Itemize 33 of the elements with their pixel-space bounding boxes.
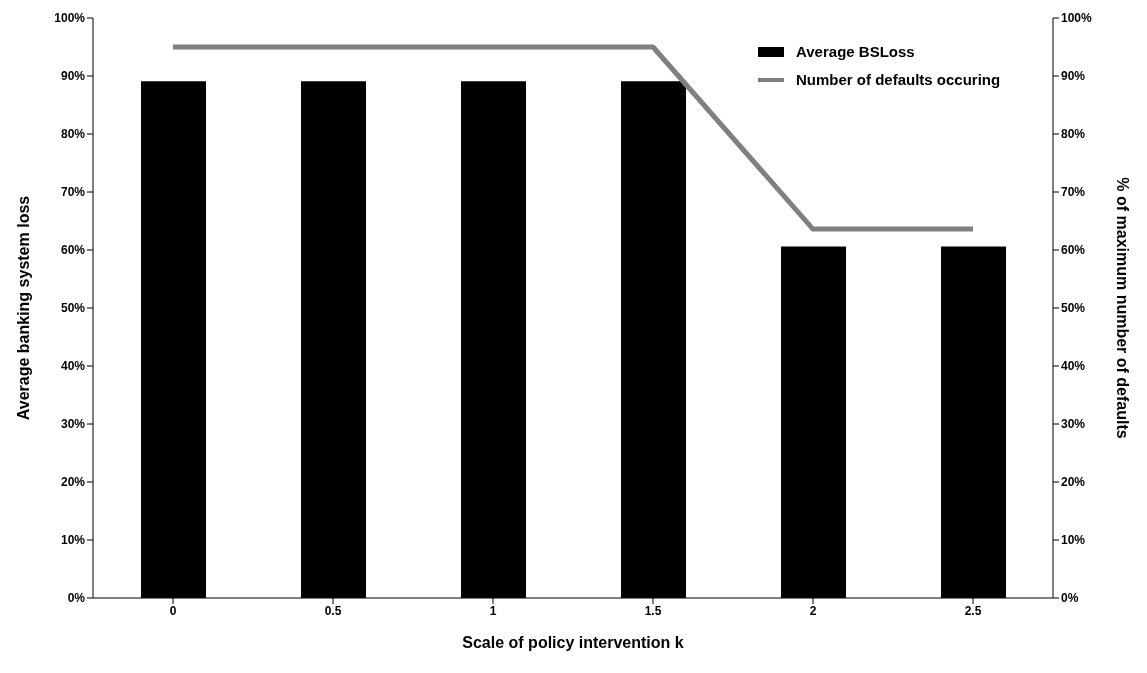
y2-tick-label: 50% [1061,301,1086,316]
y2-tick-label: 10% [1061,533,1086,548]
y2-tick-label: 80% [1061,127,1086,142]
legend-label: Number of defaults occuring [796,70,1001,90]
x-tick-label: 0.5 [324,603,342,618]
x-axis-title: Scale of policy intervention k [462,634,684,651]
x-tick-label: 0 [169,603,177,618]
y2-tick-label: 70% [1061,185,1086,200]
legend-label: Average BSLoss [796,42,915,62]
y-tick-label: 100% [54,11,86,26]
y-tick-label: 0% [67,591,86,606]
x-tick-label: 1 [489,603,497,618]
y-tick-label: 20% [60,475,86,490]
y2-tick-label: 20% [1061,475,1086,490]
y-tick-label: 30% [60,417,86,432]
x-tick-label: 1.5 [644,603,662,618]
y-tick-label: 50% [60,301,86,316]
y-tick-label: 90% [60,69,86,84]
y-axis-title: Average banking system loss [14,195,32,421]
y2-tick-label: 40% [1061,359,1086,374]
y2-tick-label: 30% [1061,417,1086,432]
y2-tick-label: 60% [1061,243,1086,258]
y2-tick-label: 100% [1061,11,1093,26]
y-tick-label: 70% [60,185,86,200]
x-tick-label: 2 [809,603,817,618]
x-tick-label: 2.5 [964,603,982,618]
y-tick-label: 60% [60,243,86,258]
y2-axis-title: % of maximum number of defaults [1114,177,1132,439]
y2-tick-label: 90% [1061,69,1086,84]
y-tick-label: 40% [60,359,86,374]
y-tick-label: 10% [60,533,86,548]
y-tick-label: 80% [60,127,86,142]
y2-tick-label: 0% [1061,591,1079,606]
